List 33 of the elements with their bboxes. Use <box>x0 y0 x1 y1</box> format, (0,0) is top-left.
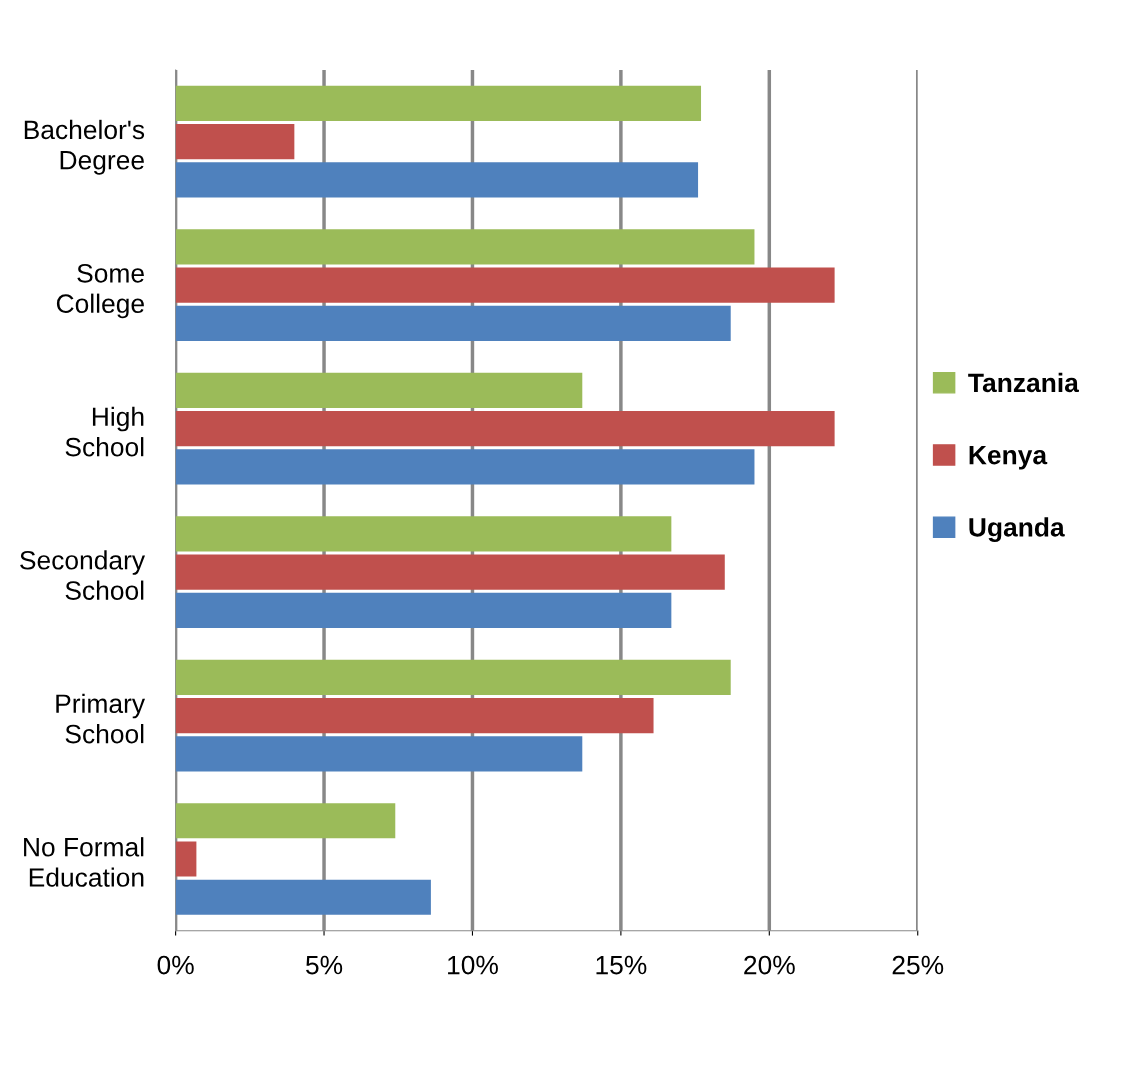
legend-label: Uganda <box>969 517 1065 542</box>
y-tick-label: Some College <box>56 263 144 319</box>
legend-label: Kenya <box>969 445 1048 470</box>
bar <box>175 229 755 265</box>
bar <box>175 85 702 122</box>
bar <box>175 267 835 303</box>
bar <box>175 516 672 552</box>
x-tick-label: 10% <box>448 955 498 975</box>
x-tick-label: 20% <box>744 955 795 975</box>
bar <box>175 124 295 160</box>
x-tick-label: 0% <box>157 955 194 975</box>
bar <box>175 162 699 198</box>
bar <box>175 372 583 408</box>
x-tick-label: 5% <box>306 955 343 975</box>
bar <box>175 659 731 695</box>
bar <box>175 803 396 839</box>
bar <box>175 554 725 590</box>
y-tick-label: Primary School <box>56 693 146 744</box>
y-tick-label: No Formal Education <box>24 837 144 887</box>
bar <box>175 592 672 628</box>
bar <box>175 449 755 485</box>
bar <box>175 736 583 772</box>
bar <box>175 411 835 447</box>
bar <box>175 697 654 734</box>
bar <box>175 841 197 877</box>
y-tick-label: High School <box>65 406 144 457</box>
y-tick-label: Bachelor's Degree <box>24 119 145 175</box>
y-tick-label: Secondary School <box>20 550 146 600</box>
bar <box>175 879 431 915</box>
bar <box>175 305 731 341</box>
x-tick-label: 25% <box>892 955 944 975</box>
legend-label: Tanzania <box>968 372 1079 393</box>
x-tick-label: 15% <box>596 955 647 975</box>
